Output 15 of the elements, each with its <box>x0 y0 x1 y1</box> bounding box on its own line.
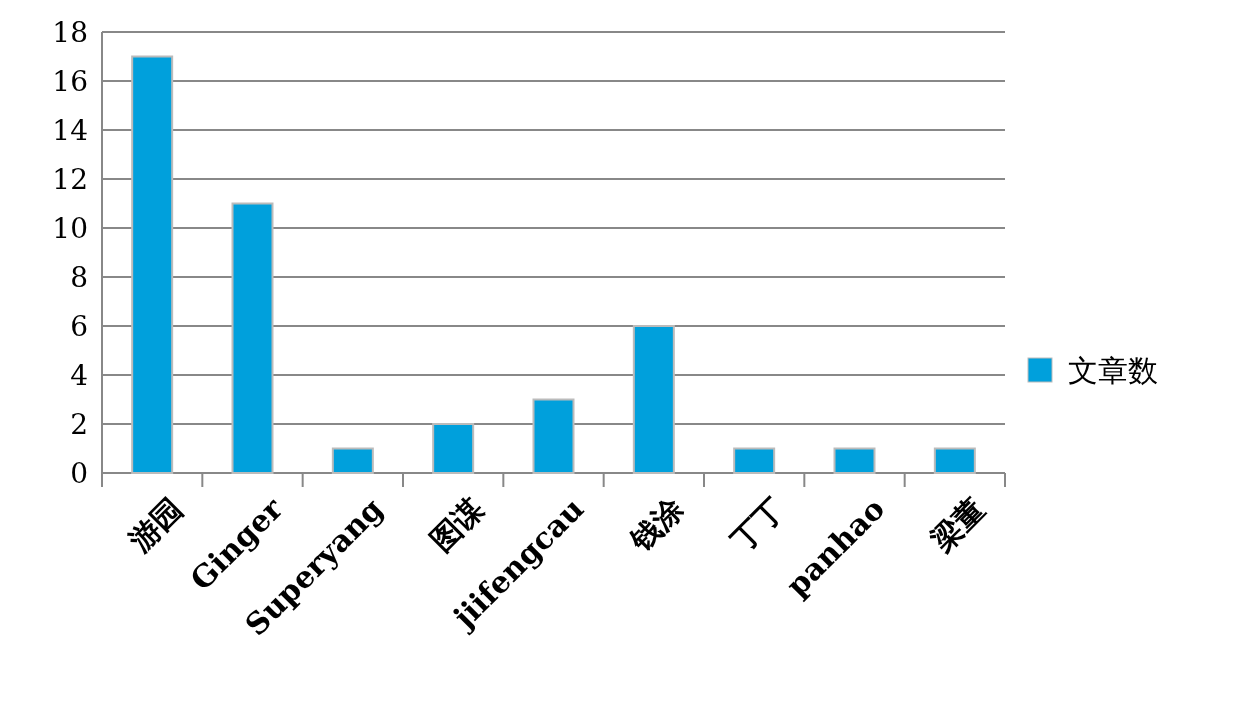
y-tick-label: 2 <box>70 407 88 441</box>
y-tick-label: 8 <box>70 260 88 294</box>
x-tick-label: 丁丁 <box>723 491 791 559</box>
y-tick-label: 4 <box>70 358 88 392</box>
y-tick-label: 16 <box>52 64 88 98</box>
y-tick-label: 14 <box>52 113 88 147</box>
legend-label: 文章数 <box>1068 352 1158 388</box>
x-tick-label: 钱涂 <box>622 490 692 560</box>
y-tick-label: 6 <box>70 309 88 343</box>
x-tick-label: 梁董 <box>923 491 992 559</box>
y-tick-label: 10 <box>52 211 88 245</box>
y-tick-label: 12 <box>52 162 88 196</box>
x-tick-label: 游园 <box>121 491 189 559</box>
y-tick-label: 0 <box>70 456 88 490</box>
y-tick-label: 18 <box>52 15 88 49</box>
